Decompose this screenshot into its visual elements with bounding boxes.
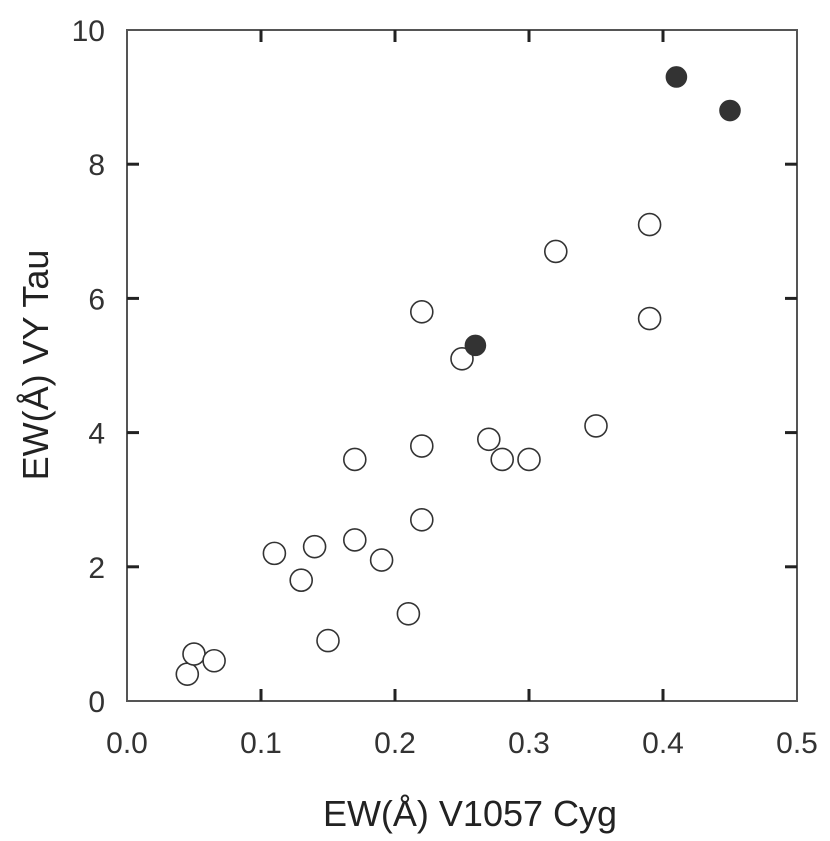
y-axis-label: EW(Å) VY Tau [15, 250, 56, 481]
open-data-point [409, 434, 434, 458]
open-data-point [409, 300, 434, 324]
open-data-point [450, 346, 474, 371]
x-tick-label: 0.3 [508, 727, 550, 760]
open-data-point [342, 528, 367, 552]
open-data-point [289, 568, 314, 593]
open-data-point [262, 541, 287, 566]
y-tick-label: 4 [88, 418, 105, 451]
y-tick-label: 0 [88, 686, 105, 719]
x-tick-label: 0.4 [642, 727, 684, 760]
open-data-point [369, 548, 394, 572]
axis-ticks [127, 30, 797, 701]
x-tick-label: 0.5 [776, 727, 818, 760]
y-tick-label: 2 [88, 552, 105, 585]
x-axis-label: EW(Å) V1057 Cyg [323, 793, 617, 834]
open-data-point [584, 414, 608, 438]
open-data-point [490, 447, 515, 472]
open-data-point [202, 648, 226, 673]
open-data-point [396, 601, 421, 626]
x-tick-label: 0.0 [106, 727, 148, 760]
data-points [175, 66, 741, 686]
tick-labels: 0.0 0.1 0.2 0.3 0.4 0.5 0 2 4 6 8 10 [72, 15, 818, 760]
filled-data-point [719, 99, 741, 122]
y-tick-label: 10 [72, 15, 105, 48]
open-data-point [302, 534, 327, 559]
x-tick-label: 0.1 [240, 727, 282, 760]
open-data-point [175, 662, 200, 686]
open-data-point [182, 642, 206, 666]
open-data-point [543, 239, 568, 264]
open-data-point [637, 212, 662, 237]
x-tick-label: 0.2 [374, 727, 416, 760]
open-data-point [517, 447, 541, 472]
open-data-point [316, 628, 340, 653]
open-data-point [409, 508, 434, 532]
open-data-point [637, 306, 662, 331]
plot-frame [126, 29, 798, 702]
open-data-point [476, 427, 501, 452]
y-tick-label: 8 [88, 149, 105, 182]
filled-data-point [464, 334, 487, 357]
open-data-point [342, 447, 367, 472]
filled-data-point [665, 66, 688, 88]
y-tick-label: 6 [88, 283, 105, 316]
